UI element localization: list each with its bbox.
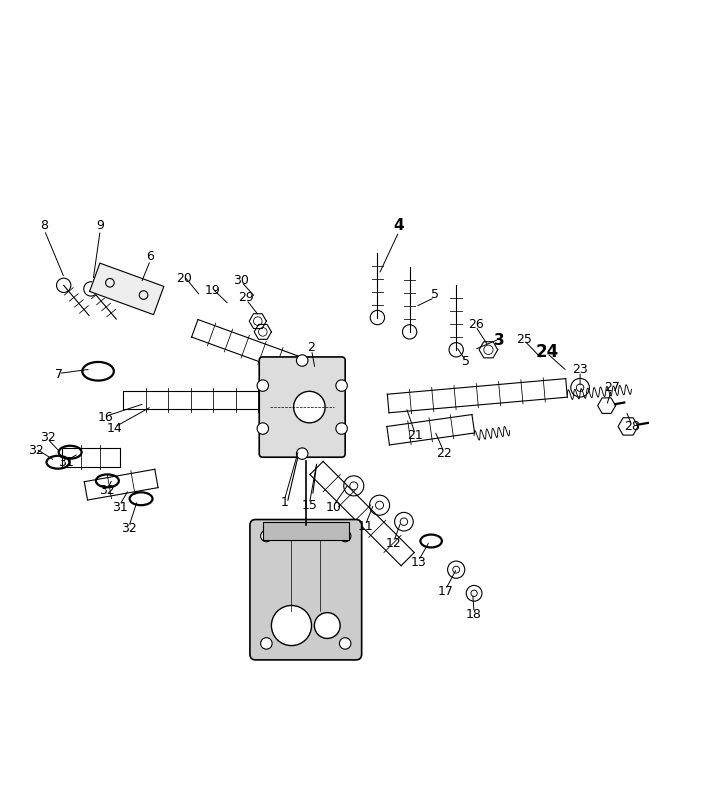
Circle shape: [296, 448, 308, 459]
Circle shape: [403, 324, 417, 339]
Text: 32: 32: [121, 522, 137, 535]
Text: 2: 2: [308, 341, 316, 354]
Text: 5: 5: [431, 288, 439, 301]
Text: 7: 7: [55, 368, 63, 382]
Circle shape: [336, 380, 347, 391]
Circle shape: [257, 423, 268, 434]
Circle shape: [314, 613, 340, 638]
FancyBboxPatch shape: [250, 520, 362, 660]
Text: 30: 30: [234, 274, 249, 286]
Text: 24: 24: [536, 343, 559, 361]
Text: 26: 26: [467, 318, 483, 331]
Text: 8: 8: [40, 220, 48, 232]
Text: 4: 4: [393, 219, 404, 233]
Text: 11: 11: [357, 521, 373, 533]
Text: 32: 32: [40, 432, 56, 445]
Polygon shape: [90, 263, 164, 315]
Text: 18: 18: [466, 608, 482, 621]
Text: 29: 29: [239, 291, 255, 304]
Circle shape: [257, 380, 268, 391]
Polygon shape: [618, 418, 638, 435]
Circle shape: [293, 391, 325, 423]
Circle shape: [339, 530, 351, 541]
Circle shape: [271, 605, 311, 646]
Text: 21: 21: [408, 429, 423, 442]
Text: 23: 23: [572, 362, 588, 375]
Circle shape: [449, 343, 463, 357]
Text: 1: 1: [280, 495, 288, 509]
Text: 25: 25: [516, 332, 532, 345]
Circle shape: [370, 311, 385, 324]
FancyBboxPatch shape: [260, 357, 345, 458]
Circle shape: [57, 278, 71, 292]
Text: 32: 32: [28, 444, 44, 457]
Circle shape: [336, 423, 347, 434]
Text: 10: 10: [326, 501, 342, 514]
Circle shape: [296, 355, 308, 366]
Text: 28: 28: [623, 420, 640, 433]
Text: 31: 31: [111, 501, 127, 514]
Circle shape: [261, 530, 272, 541]
Text: 19: 19: [205, 284, 221, 297]
Text: 13: 13: [411, 556, 426, 569]
Text: 17: 17: [437, 584, 454, 598]
Polygon shape: [597, 398, 615, 413]
Text: 12: 12: [386, 537, 402, 550]
Text: 20: 20: [176, 272, 192, 285]
Text: 9: 9: [96, 220, 104, 232]
Text: 15: 15: [301, 499, 317, 512]
Bar: [263, 521, 349, 540]
Text: 6: 6: [147, 250, 155, 263]
Text: 3: 3: [494, 333, 505, 348]
Text: 32: 32: [99, 484, 115, 497]
Text: 5: 5: [462, 355, 470, 369]
Text: 16: 16: [97, 412, 113, 424]
Text: 31: 31: [58, 456, 74, 469]
Circle shape: [261, 638, 272, 649]
Text: 14: 14: [106, 422, 122, 435]
Circle shape: [339, 638, 351, 649]
Text: 27: 27: [604, 381, 620, 395]
Text: 22: 22: [436, 447, 452, 460]
Circle shape: [83, 282, 98, 296]
